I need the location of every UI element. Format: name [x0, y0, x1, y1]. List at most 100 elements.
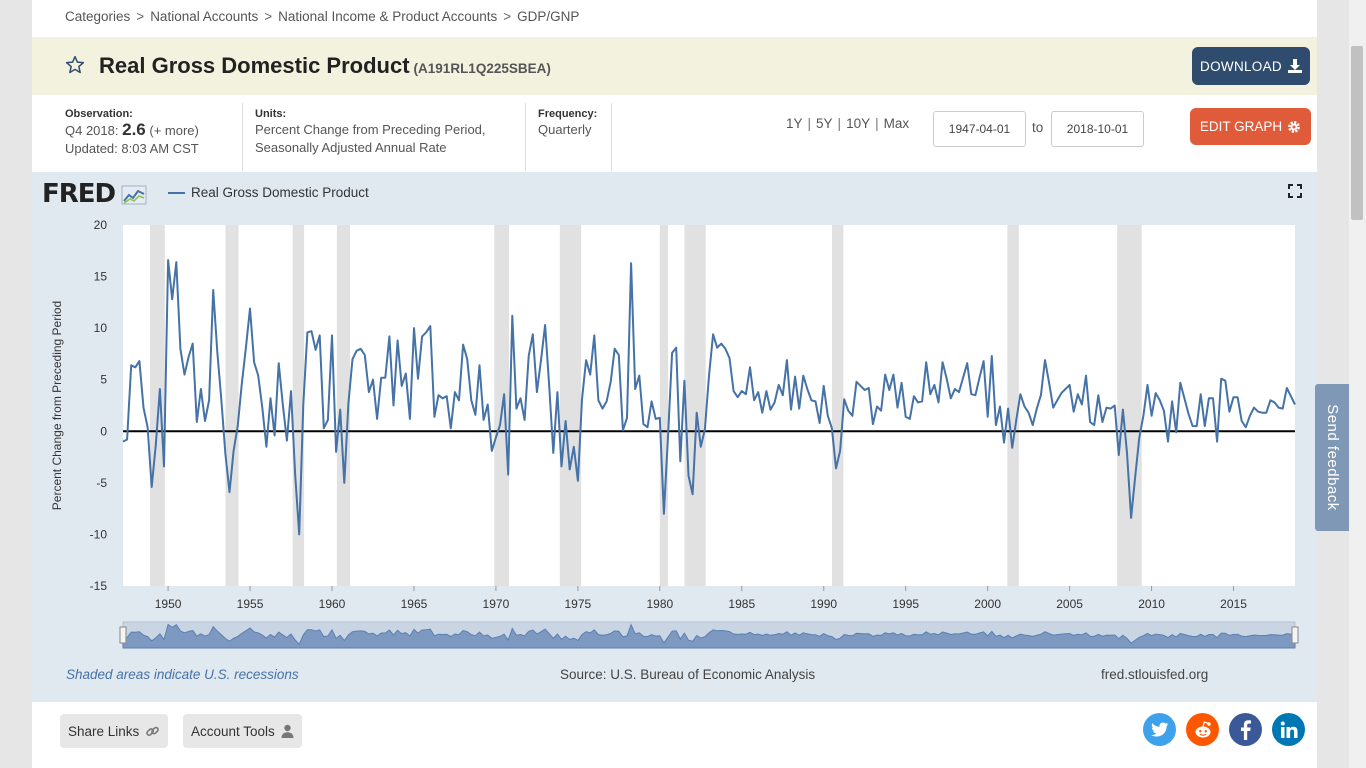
range-selector: 1Y | 5Y | 10Y | Max: [786, 116, 910, 131]
download-button[interactable]: DOWNLOAD: [1192, 47, 1310, 85]
y-tick-label: 15: [94, 270, 108, 284]
y-axis-label: Percent Change from Preceding Period: [50, 301, 64, 510]
download-icon: [1287, 59, 1302, 73]
twitter-icon[interactable]: [1143, 713, 1176, 746]
units-line-1: Percent Change from Preceding Period,: [255, 122, 486, 137]
gear-icon: [1288, 120, 1301, 133]
breadcrumb: Categories > National Accounts > National In…: [65, 9, 579, 24]
user-icon: [281, 724, 294, 738]
fred-logo: FRED: [42, 179, 147, 209]
fullscreen-icon[interactable]: [1288, 184, 1302, 198]
y-tick-label: -15: [90, 579, 108, 593]
fred-logo-text: FRED: [42, 179, 116, 209]
observation-label: Observation:: [65, 108, 133, 120]
edit-graph-label: EDIT GRAPH: [1199, 119, 1283, 134]
date-from-input[interactable]: 1947-04-01: [933, 111, 1026, 147]
legend-label: Real Gross Domestic Product: [191, 185, 369, 200]
x-tick-label: 1995: [892, 597, 919, 611]
range-5y[interactable]: 5Y: [816, 116, 833, 131]
reddit-icon[interactable]: [1186, 713, 1219, 746]
x-tick-label: 2010: [1138, 597, 1165, 611]
observation-more-link[interactable]: (+ more): [149, 123, 199, 138]
x-tick-label: 2015: [1220, 597, 1247, 611]
send-feedback-label: Send feedback: [1323, 404, 1341, 511]
account-tools-label: Account Tools: [191, 723, 275, 739]
x-tick-label: 1990: [810, 597, 837, 611]
x-tick-label: 2000: [974, 597, 1001, 611]
edit-graph-button[interactable]: EDIT GRAPH: [1190, 108, 1311, 145]
x-tick-label: 1950: [155, 597, 182, 611]
page-scrollbar[interactable]: [1349, 0, 1366, 768]
linkedin-icon[interactable]: [1272, 713, 1305, 746]
facebook-icon[interactable]: [1229, 713, 1262, 746]
frequency-value: Quarterly: [538, 122, 592, 137]
navigator-handle-right: [1291, 626, 1299, 644]
data-source[interactable]: Source: U.S. Bureau of Economic Analysis: [560, 667, 816, 682]
date-to-input[interactable]: 2018-10-01: [1051, 111, 1144, 147]
share-links-button[interactable]: Share Links: [60, 714, 169, 748]
y-tick-label: 10: [94, 321, 108, 335]
send-feedback-tab[interactable]: Send feedback: [1315, 384, 1349, 531]
breadcrumb-separator: >: [503, 9, 512, 24]
units-block: Units: Percent Change from Preceding Per…: [255, 107, 486, 157]
recession-footnote[interactable]: Shaded areas indicate U.S. recessions: [66, 667, 299, 682]
frequency-label: Frequency:: [538, 108, 598, 120]
observation-period: Q4 2018:: [65, 123, 119, 138]
recession-band: [225, 225, 239, 586]
legend-swatch: [168, 191, 185, 194]
divider: [242, 103, 243, 171]
x-tick-label: 1965: [401, 597, 428, 611]
recession-band: [1117, 225, 1142, 586]
frequency-block: Frequency: Quarterly: [538, 107, 597, 139]
range-1y[interactable]: 1Y: [786, 116, 803, 131]
breadcrumb-gdp-gnp[interactable]: GDP/GNP: [517, 9, 580, 24]
series-id: (A191RL1Q225SBEA): [413, 61, 551, 76]
recession-band: [292, 225, 305, 586]
account-tools-button[interactable]: Account Tools: [183, 714, 302, 748]
y-tick-label: 0: [100, 424, 107, 438]
x-tick-label: 1960: [319, 597, 346, 611]
updated-time: Updated: 8:03 AM CST: [65, 141, 199, 156]
x-tick-label: 1955: [237, 597, 264, 611]
date-to-label: to: [1032, 120, 1044, 135]
breadcrumb-nipa[interactable]: National Income & Product Accounts: [278, 9, 498, 24]
range-10y[interactable]: 10Y: [846, 116, 871, 131]
breadcrumb-national-accounts[interactable]: National Accounts: [150, 9, 259, 24]
fred-logo-chart-icon: [121, 185, 147, 204]
x-tick-label: 1970: [483, 597, 510, 611]
units-line-2: Seasonally Adjusted Annual Rate: [255, 140, 447, 155]
navigator-handle-left: [119, 626, 127, 644]
observation-block: Observation: Q4 2018: 2.6 (+ more) Updat…: [65, 107, 199, 158]
breadcrumb-separator: >: [136, 9, 145, 24]
site-url[interactable]: fred.stlouisfed.org: [1101, 667, 1209, 682]
series-line: [122, 259, 1296, 536]
title-band: Real Gross Domestic Product (A191RL1Q225S…: [32, 37, 1317, 95]
recession-band: [1007, 225, 1019, 586]
chart-legend[interactable]: Real Gross Domestic Product: [168, 185, 369, 200]
x-tick-label: 1975: [565, 597, 592, 611]
scrollbar-thumb[interactable]: [1351, 46, 1363, 220]
breadcrumb-categories[interactable]: Categories: [65, 9, 131, 24]
recession-band: [684, 225, 706, 586]
navigator-area: [122, 623, 1296, 649]
page: Categories > National Accounts > National In…: [32, 0, 1317, 768]
recession-band: [559, 225, 582, 586]
y-tick-label: 5: [100, 373, 107, 387]
share-links-label: Share Links: [68, 723, 140, 739]
recession-band: [659, 225, 669, 586]
divider: [611, 103, 612, 171]
y-tick-label: 20: [94, 218, 108, 232]
recession-band: [150, 225, 165, 586]
y-tick-label: -5: [96, 476, 107, 490]
series-meta: Observation: Q4 2018: 2.6 (+ more) Updat…: [32, 95, 1317, 172]
y-tick-label: -10: [90, 527, 108, 541]
observation-value: 2.6: [122, 120, 146, 139]
recession-band: [831, 225, 844, 586]
star-icon[interactable]: [65, 55, 85, 75]
bottom-toolbar: Share Links Account Tools: [32, 702, 1317, 768]
recession-band: [336, 225, 351, 586]
breadcrumb-separator: >: [264, 9, 273, 24]
graph-panel: 20 15 10 5 0 -5 -10 -15 1950 1955 1960 1965 1970 1975…: [32, 172, 1317, 702]
range-max[interactable]: Max: [883, 116, 910, 131]
